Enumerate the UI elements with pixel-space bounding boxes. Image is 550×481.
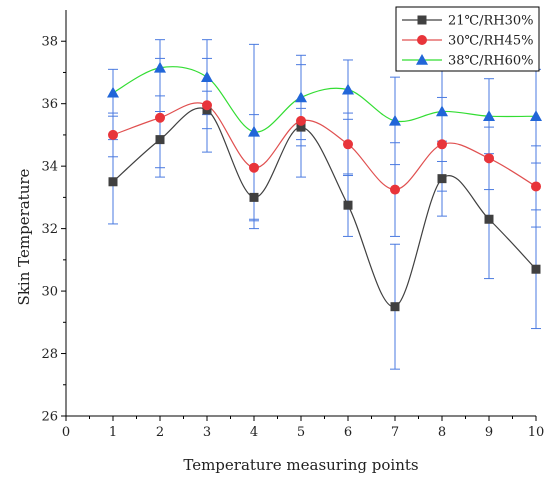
x-tick-label: 10	[528, 425, 545, 440]
data-point	[484, 153, 494, 164]
data-point	[531, 264, 541, 274]
legend-swatch-marker	[417, 15, 427, 25]
data-point	[249, 192, 259, 202]
x-tick-label: 8	[438, 425, 446, 440]
x-tick-label: 3	[203, 425, 211, 440]
y-tick-label: 30	[41, 285, 58, 300]
x-tick-label: 5	[297, 425, 305, 440]
data-point	[155, 112, 165, 123]
data-point	[202, 100, 212, 111]
legend: 21℃/RH30% 30℃/RH45% 38℃/RH60%	[395, 6, 540, 72]
data-point	[248, 125, 260, 137]
data-point	[249, 162, 259, 173]
data-point	[530, 110, 542, 121]
y-tick-label: 36	[41, 97, 58, 112]
data-point	[390, 184, 400, 195]
x-axis-title: Temperature measuring points	[183, 456, 418, 474]
data-point	[390, 302, 400, 312]
legend-label: 21℃/RH30%	[448, 14, 533, 29]
x-tick-label: 1	[109, 425, 117, 440]
x-tick-label: 4	[250, 425, 258, 440]
data-point	[484, 214, 494, 224]
legend-label: 30℃/RH45%	[448, 34, 533, 49]
x-tick-label: 9	[485, 425, 493, 440]
x-tick-label: 7	[391, 425, 399, 440]
data-point	[437, 139, 447, 150]
x-tick-label: 2	[156, 425, 164, 440]
data-point	[436, 105, 448, 117]
y-tick-label: 34	[41, 160, 58, 175]
data-point	[389, 114, 401, 126]
data-point	[343, 200, 353, 210]
y-tick-label: 32	[41, 222, 58, 237]
data-point	[343, 139, 353, 150]
x-tick-label: 0	[62, 425, 70, 440]
data-point	[483, 110, 495, 121]
legend-swatch-marker	[416, 54, 428, 65]
data-point	[296, 122, 306, 132]
data-point	[437, 174, 447, 184]
data-point	[201, 71, 213, 82]
data-point	[296, 115, 306, 126]
y-tick-label: 28	[41, 347, 58, 362]
legend-swatch-marker	[417, 35, 427, 45]
plot-area	[107, 39, 542, 370]
series-line	[112, 66, 537, 133]
data-point	[108, 177, 118, 187]
data-point	[342, 83, 354, 95]
series-line	[112, 102, 537, 191]
legend-label: 38℃/RH60%	[448, 54, 533, 69]
y-tick-label: 26	[41, 410, 58, 425]
y-tick-label: 38	[41, 35, 58, 50]
data-point	[295, 91, 307, 103]
data-point	[108, 129, 118, 140]
data-point	[107, 86, 119, 98]
y-axis-title: Skin Temperature	[15, 168, 33, 305]
series-line	[112, 107, 537, 308]
data-point	[531, 181, 541, 192]
data-point	[155, 135, 165, 145]
data-point	[154, 61, 166, 73]
x-tick-label: 6	[344, 425, 352, 440]
